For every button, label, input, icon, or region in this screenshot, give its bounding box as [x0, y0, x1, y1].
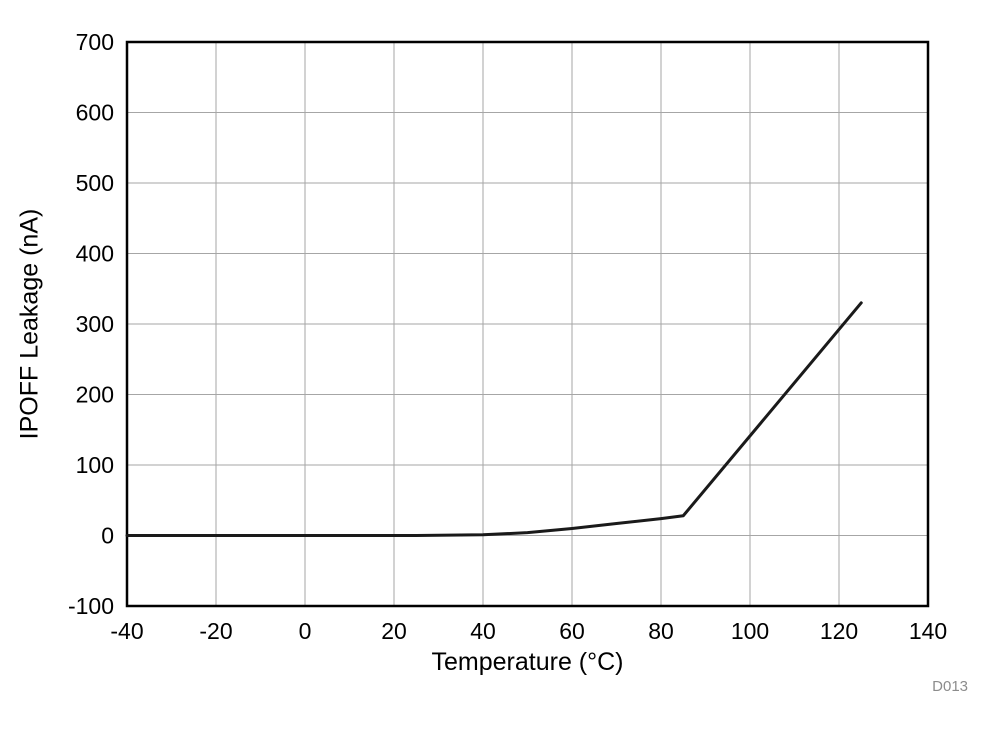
y-tick-label: 200	[76, 382, 114, 408]
y-axis-title: IPOFF Leakage (nA)	[15, 208, 44, 440]
y-tick-label: 500	[76, 170, 114, 196]
x-tick-label: 100	[731, 618, 769, 644]
y-tick-label: 100	[76, 452, 114, 478]
y-tick-label: 700	[76, 29, 114, 55]
x-tick-label: 20	[381, 618, 407, 644]
x-tick-label: 140	[909, 618, 947, 644]
series-line	[125, 301, 863, 537]
x-tick-label: 120	[820, 618, 858, 644]
x-tick-label: 60	[559, 618, 585, 644]
x-tick-label: 40	[470, 618, 496, 644]
x-tick-label: 80	[648, 618, 674, 644]
x-tick-label: -20	[199, 618, 232, 644]
x-tick-label: 0	[299, 618, 312, 644]
y-tick-label: -100	[68, 593, 114, 619]
figure-id-watermark: D013	[932, 678, 968, 695]
y-tick-label: 600	[76, 100, 114, 126]
y-tick-label: 400	[76, 241, 114, 267]
plot-frame	[125, 40, 930, 608]
x-axis-title: Temperature (°C)	[431, 648, 624, 676]
x-tick-label: -40	[110, 618, 143, 644]
y-tick-label: 300	[76, 311, 114, 337]
y-tick-label: 0	[101, 523, 114, 549]
